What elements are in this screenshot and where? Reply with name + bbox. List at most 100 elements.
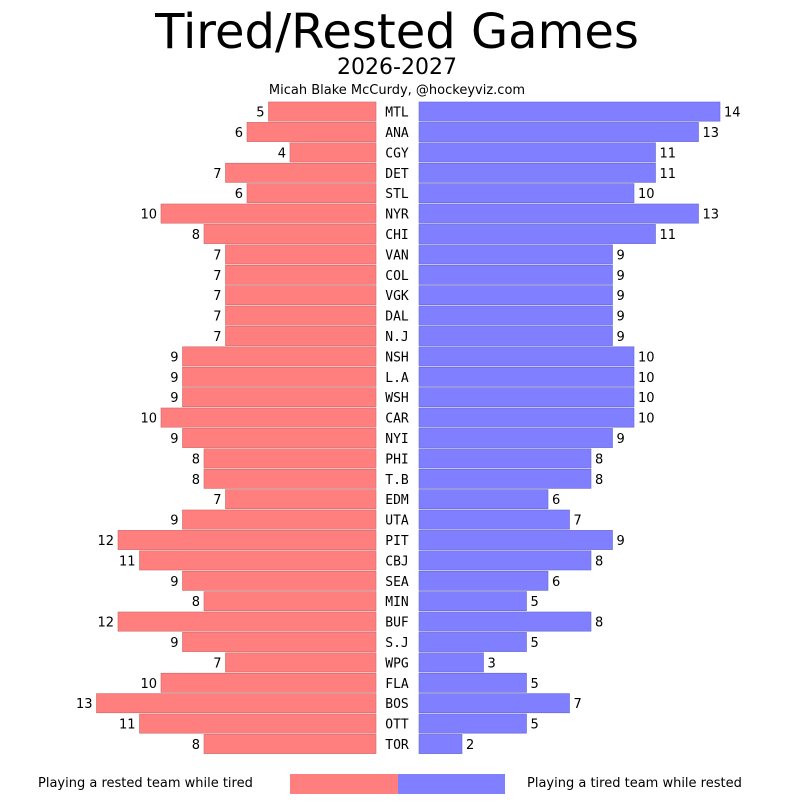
value-label-tired-det: 7	[213, 167, 221, 182]
butterfly-bar-chart: 5 MTL 14 6 ANA 13 4 CGY 11 7 DET 11 6 STL 10 10 NYR 13 8 CH…	[76, 101, 741, 754]
bar-rested-nsh	[418, 346, 635, 367]
value-label-rested-cbj: 8	[595, 554, 603, 569]
bar-tired-vgk	[225, 285, 377, 306]
bar-rested-fla	[418, 672, 527, 693]
team-label-sj: S.J	[385, 636, 408, 651]
chart-subtitle: 2026-2027	[337, 55, 457, 80]
bar-tired-nsh	[182, 346, 377, 367]
value-label-tired-ott: 11	[119, 718, 136, 733]
bar-tired-tor	[203, 734, 377, 754]
bar-tired-chi	[203, 224, 377, 244]
value-label-rested-stl: 10	[638, 187, 655, 202]
value-label-tired-mtl: 5	[256, 106, 264, 121]
bar-tired-van	[225, 244, 377, 265]
value-label-rested-sj: 5	[531, 636, 539, 651]
team-label-edm: EDM	[385, 493, 409, 508]
bar-rested-nj	[418, 326, 613, 346]
bar-tired-pit	[117, 530, 377, 550]
team-label-wsh: WSH	[385, 391, 408, 406]
team-label-tor: TOR	[385, 738, 409, 753]
bar-rested-min	[418, 591, 527, 612]
value-label-rested-van: 9	[617, 248, 625, 263]
value-label-tired-buf: 12	[97, 616, 114, 631]
value-label-rested-car: 10	[638, 412, 655, 427]
bar-tired-sj	[182, 632, 377, 652]
value-label-tired-nyr: 10	[140, 208, 157, 223]
bar-rested-stl	[418, 183, 635, 204]
team-label-stl: STL	[385, 187, 409, 202]
value-label-rested-cgy: 11	[660, 146, 677, 161]
value-label-tired-van: 7	[213, 248, 221, 263]
bar-rested-det	[418, 162, 656, 183]
value-label-rested-mtl: 14	[724, 106, 741, 121]
value-label-rested-min: 5	[531, 595, 539, 610]
bar-rested-ana	[418, 122, 699, 142]
value-label-rested-phi: 8	[595, 452, 603, 467]
team-label-vgk: VGK	[385, 289, 409, 304]
legend-rested-label: Playing a tired team while rested	[527, 776, 742, 791]
bar-rested-chi	[418, 224, 656, 244]
legend-rested-swatch	[398, 774, 505, 794]
bar-tired-buf	[117, 611, 377, 632]
bar-tired-la	[182, 366, 377, 387]
legend-tired-label: Playing a rested team while tired	[38, 776, 253, 791]
team-label-nyi: NYI	[385, 432, 408, 447]
team-label-col: COL	[385, 269, 409, 284]
bar-rested-phi	[418, 448, 592, 469]
value-label-tired-tor: 8	[192, 738, 200, 753]
bar-rested-tb	[418, 468, 592, 489]
bar-tired-phi	[203, 448, 377, 469]
bar-tired-nj	[225, 326, 377, 346]
value-label-tired-nyi: 9	[170, 432, 178, 447]
team-label-det: DET	[385, 167, 409, 182]
value-label-rested-wpg: 3	[488, 656, 496, 671]
bar-rested-uta	[418, 509, 570, 530]
team-label-fla: FLA	[385, 677, 409, 692]
team-label-ana: ANA	[385, 126, 409, 141]
value-label-rested-det: 11	[660, 167, 677, 182]
value-label-rested-pit: 9	[617, 534, 625, 549]
team-label-nj: N.J	[385, 330, 408, 345]
team-label-min: MIN	[385, 595, 408, 610]
team-label-van: VAN	[385, 248, 408, 263]
bar-tired-wpg	[225, 652, 377, 673]
team-label-buf: BUF	[385, 616, 409, 631]
value-label-rested-ana: 13	[703, 126, 720, 141]
value-label-tired-chi: 8	[192, 228, 200, 243]
bar-tired-cgy	[289, 142, 377, 163]
value-label-tired-col: 7	[213, 269, 221, 284]
bar-tired-det	[225, 162, 377, 183]
team-label-wpg: WPG	[385, 656, 409, 671]
value-label-rested-dal: 9	[617, 310, 625, 325]
value-label-rested-tor: 2	[466, 738, 474, 753]
value-label-tired-sj: 9	[170, 636, 178, 651]
bar-tired-uta	[182, 509, 377, 530]
bar-tired-dal	[225, 305, 377, 326]
value-label-rested-nj: 9	[617, 330, 625, 345]
value-label-tired-uta: 9	[170, 514, 178, 529]
bar-rested-van	[418, 244, 613, 265]
value-label-tired-wsh: 9	[170, 391, 178, 406]
bar-rested-sj	[418, 632, 527, 652]
team-label-mtl: MTL	[385, 106, 409, 121]
value-label-tired-sea: 9	[170, 575, 178, 590]
value-label-rested-ott: 5	[531, 718, 539, 733]
bar-tired-wsh	[182, 387, 377, 408]
value-label-tired-vgk: 7	[213, 289, 221, 304]
bar-tired-stl	[246, 183, 377, 204]
value-label-rested-tb: 8	[595, 473, 603, 488]
bar-rested-nyi	[418, 428, 613, 448]
value-label-tired-cgy: 4	[278, 146, 286, 161]
value-label-tired-cbj: 11	[119, 554, 136, 569]
bar-rested-nyr	[418, 203, 699, 224]
bar-rested-cgy	[418, 142, 656, 163]
value-label-rested-nyi: 9	[617, 432, 625, 447]
value-label-rested-nsh: 10	[638, 350, 655, 365]
value-label-rested-sea: 6	[552, 575, 560, 590]
bar-tired-fla	[160, 672, 377, 693]
value-label-rested-col: 9	[617, 269, 625, 284]
bar-rested-cbj	[418, 550, 592, 571]
bar-tired-mtl	[268, 101, 377, 122]
value-label-rested-vgk: 9	[617, 289, 625, 304]
bar-tired-car	[160, 407, 377, 428]
